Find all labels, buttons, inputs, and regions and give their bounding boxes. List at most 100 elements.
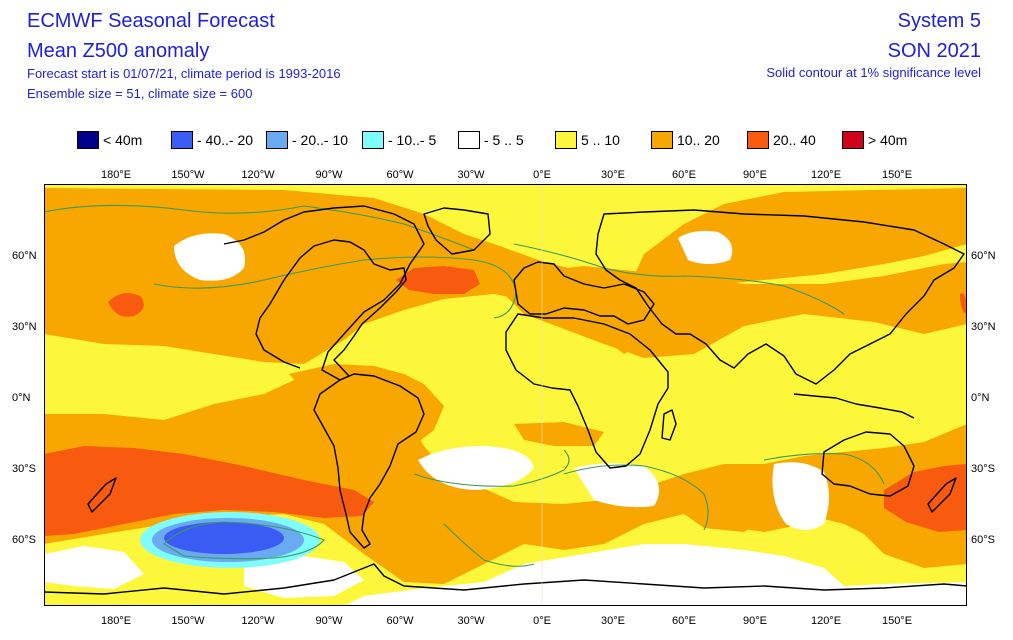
lon-tick-top: 60°E [672,169,696,181]
lon-tick-bottom: 30°W [457,615,485,627]
legend-item: - 20..- 10 [266,131,348,149]
legend-swatch [77,131,99,149]
legend-item: 10.. 20 [651,131,720,149]
forecast-info: Forecast start is 01/07/21, climate peri… [27,66,341,81]
anomaly-orange-indian [514,422,604,446]
lat-tick-left: 0°N [12,392,31,404]
coastlines [44,205,967,595]
lon-tick-bottom: 120°E [810,615,842,627]
anomaly-white-south-indian [772,462,829,530]
lat-tick-right: 60°S [971,534,995,546]
coast-greenland [423,207,491,255]
legend-item: 5 .. 10 [555,131,620,149]
lon-tick-bottom: 90°W [315,615,343,627]
anomaly-white-sw-pacific [244,556,364,598]
coast-madagascar [661,409,677,441]
lat-tick-left: 30°S [12,463,36,475]
coast-asia [595,209,965,385]
anomaly-white-southern-ocean [44,546,144,589]
significance-contours [44,204,885,567]
lon-tick-top: 120°W [241,169,275,181]
lon-tick-top: 120°E [810,169,842,181]
lon-tick-bottom: 30°E [601,615,625,627]
legend-swatch [555,131,577,149]
lon-tick-top: 30°W [457,169,485,181]
coast-antarctica [44,563,967,595]
significance-note: Solid contour at 1% significance level [766,65,981,80]
legend-label: < 40m [103,132,143,148]
anomaly-white-south-atlantic [418,446,534,490]
lat-tick-left: 30°N [12,321,37,333]
anomaly-orange-arctic-pacific [44,188,967,364]
coast-north-america [223,205,425,381]
legend-label: 5 .. 10 [581,132,620,148]
legend-item: - 40..- 20 [171,131,253,149]
anomaly-white-antarctic [344,544,967,606]
map-title: ECMWF Seasonal Forecast [27,10,275,32]
map-subtitle: Mean Z500 anomaly [27,40,210,62]
anomaly-orange-south [44,374,967,584]
anomaly-red-south-pacific [44,446,374,536]
legend-item: - 5 .. 5 [458,131,524,149]
lon-tick-top: 150°W [171,169,205,181]
legend-swatch [362,131,384,149]
anomaly-map [44,184,967,606]
lon-tick-top: 90°W [315,169,343,181]
anomaly-red-tasman [884,464,967,532]
anomaly-red-dateline-east [960,293,967,314]
coast-new-zealand-east [927,477,957,513]
lat-tick-right: 30°N [971,321,996,333]
lon-tick-bottom: 180°E [100,615,132,627]
lat-tick-left: 60°N [12,250,37,262]
legend-label: 20.. 40 [773,132,816,148]
anomaly-red-north-pacific [108,293,144,317]
anomaly-orange-sa-tropics [289,364,444,484]
lon-tick-top: 150°E [881,169,913,181]
legend-swatch [266,131,288,149]
lat-tick-right: 60°N [971,250,996,262]
lon-tick-bottom: 120°W [241,615,275,627]
lon-tick-bottom: 150°E [881,615,913,627]
lon-tick-bottom: 0°E [533,615,551,627]
coast-africa [505,313,669,469]
anomaly-white-indian [574,463,660,508]
legend-label: > 40m [868,132,908,148]
coast-australia [821,431,915,497]
legend-item: < 40m [77,131,142,149]
lon-tick-top: 0°E [533,169,551,181]
lat-tick-right: 0°N [971,392,990,404]
legend-label: - 40..- 20 [197,132,254,148]
anomaly-white-siberia [678,230,733,264]
legend-label: - 20..- 10 [292,132,349,148]
lat-tick-right: 30°S [971,463,995,475]
legend-swatch [171,131,193,149]
season-label: SON 2021 [887,40,981,62]
legend-label: - 10..- 5 [388,132,437,148]
lon-tick-top: 30°E [601,169,625,181]
legend-swatch [747,131,769,149]
coast-south-america [313,373,425,549]
anomaly-red-north-atlantic [396,266,480,294]
ensemble-info: Ensemble size = 51, climate size = 600 [27,86,253,101]
coast-new-zealand-west [87,477,117,513]
legend-swatch [458,131,480,149]
legend-item: - 10..- 5 [362,131,436,149]
legend-label: 10.. 20 [677,132,720,148]
lon-tick-top: 60°W [386,169,414,181]
legend-item: > 40m [842,131,907,149]
coast-europe [513,261,655,325]
anomaly-orange-eurasia [504,262,967,358]
lon-tick-bottom: 60°W [386,615,414,627]
lat-tick-left: 60°S [12,534,36,546]
anomaly-white-alaska [174,233,246,281]
lon-tick-top: 180°E [100,169,132,181]
legend-item: 20.. 40 [747,131,816,149]
anomaly-blue-core [164,522,284,554]
lon-tick-top: 90°E [743,169,767,181]
coast-indonesia [793,393,915,419]
lon-tick-bottom: 90°E [743,615,767,627]
lon-tick-bottom: 150°W [171,615,205,627]
map-frame [44,184,967,606]
legend-swatch [651,131,673,149]
system-label: System 5 [897,10,981,32]
